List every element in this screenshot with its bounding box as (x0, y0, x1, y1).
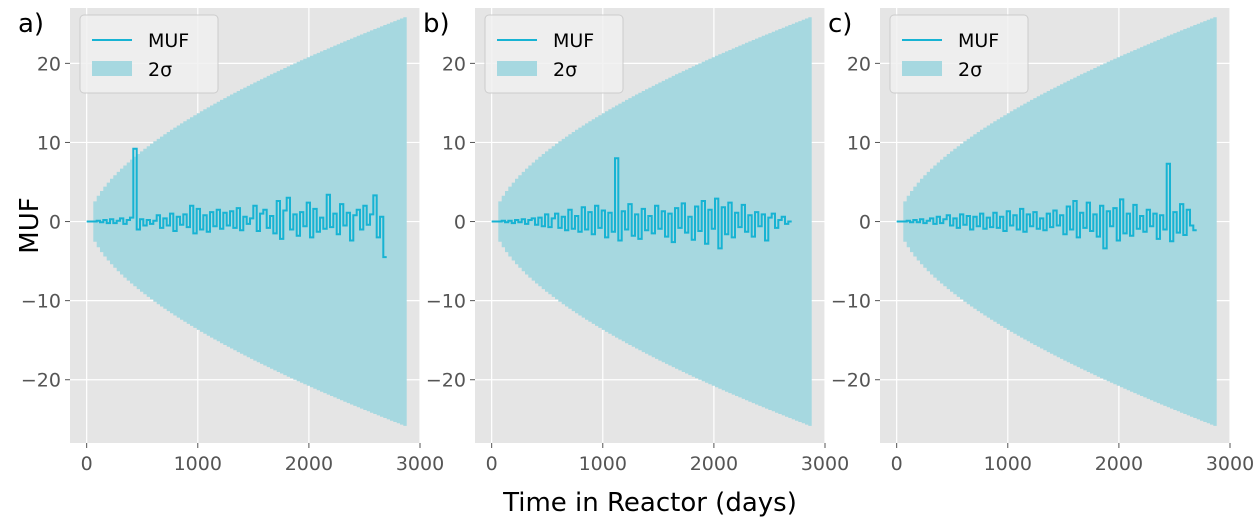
y-tick-label: 0 (49, 212, 61, 234)
legend-label-muf: MUF (148, 30, 189, 52)
x-tick-label: 0 (81, 453, 93, 475)
y-tick-label: −10 (426, 291, 466, 313)
panel-label: a) (18, 9, 44, 39)
x-tick-label: 2000 (690, 453, 738, 475)
x-tick-label: 1000 (984, 453, 1032, 475)
muf-line (491, 157, 792, 250)
legend-label-muf: MUF (553, 30, 594, 52)
panel-label: b) (423, 9, 450, 39)
y-tick-label: 10 (442, 132, 466, 154)
panel-a: 0 1000 2000 3000 −20 −10 0 10 20 a) MUF 2σ MUF (15, 8, 444, 475)
y-tick-label: 20 (442, 53, 466, 75)
muf-line (896, 162, 1197, 250)
panel-b: 0 1000 2000 3000 −20 −10 0 10 20 b) MUF 2σ Time in R… (423, 8, 849, 518)
x-tick-label: 1000 (174, 453, 222, 475)
legend-label-sigma: 2σ (958, 59, 982, 81)
y-tick-label: −20 (21, 370, 61, 392)
x-tick-label: 3000 (1206, 453, 1254, 475)
x-tick-label: 1000 (579, 453, 627, 475)
legend-box (79, 14, 219, 94)
legend-label-sigma: 2σ (553, 59, 577, 81)
y-tick-label: −10 (831, 291, 871, 313)
legend-label-sigma: 2σ (148, 59, 172, 81)
y-tick-label: 10 (847, 132, 871, 154)
y-tick-label: 10 (37, 132, 61, 154)
x-tick-label: 3000 (396, 453, 444, 475)
y-tick-label: 20 (37, 53, 61, 75)
legend: MUF 2σ (889, 14, 1029, 94)
y-axis-title: MUF (15, 197, 45, 253)
x-tick-label: 0 (891, 453, 903, 475)
legend: MUF 2σ (79, 14, 219, 94)
panel-label: c) (828, 9, 852, 39)
legend-band-swatch (92, 61, 132, 76)
y-tick-label: −20 (426, 370, 466, 392)
legend-box (889, 14, 1029, 94)
x-tick-label: 2000 (1095, 453, 1143, 475)
legend-box (484, 14, 624, 94)
y-tick-label: −10 (21, 291, 61, 313)
legend-label-muf: MUF (958, 30, 999, 52)
legend-band-swatch (902, 61, 942, 76)
x-tick-label: 3000 (801, 453, 849, 475)
y-tick-label: 0 (454, 212, 466, 234)
y-tick-label: 20 (847, 53, 871, 75)
x-tick-label: 2000 (285, 453, 333, 475)
legend: MUF 2σ (484, 14, 624, 94)
legend-band-swatch (497, 61, 537, 76)
x-axis-title: Time in Reactor (days) (502, 488, 797, 518)
y-tick-label: −20 (831, 370, 871, 392)
panel-c: 0 1000 2000 3000 −20 −10 0 10 20 c) MUF 2σ (828, 8, 1254, 475)
x-tick-label: 0 (486, 453, 498, 475)
y-tick-label: 0 (859, 212, 871, 234)
muf-line (86, 147, 387, 259)
